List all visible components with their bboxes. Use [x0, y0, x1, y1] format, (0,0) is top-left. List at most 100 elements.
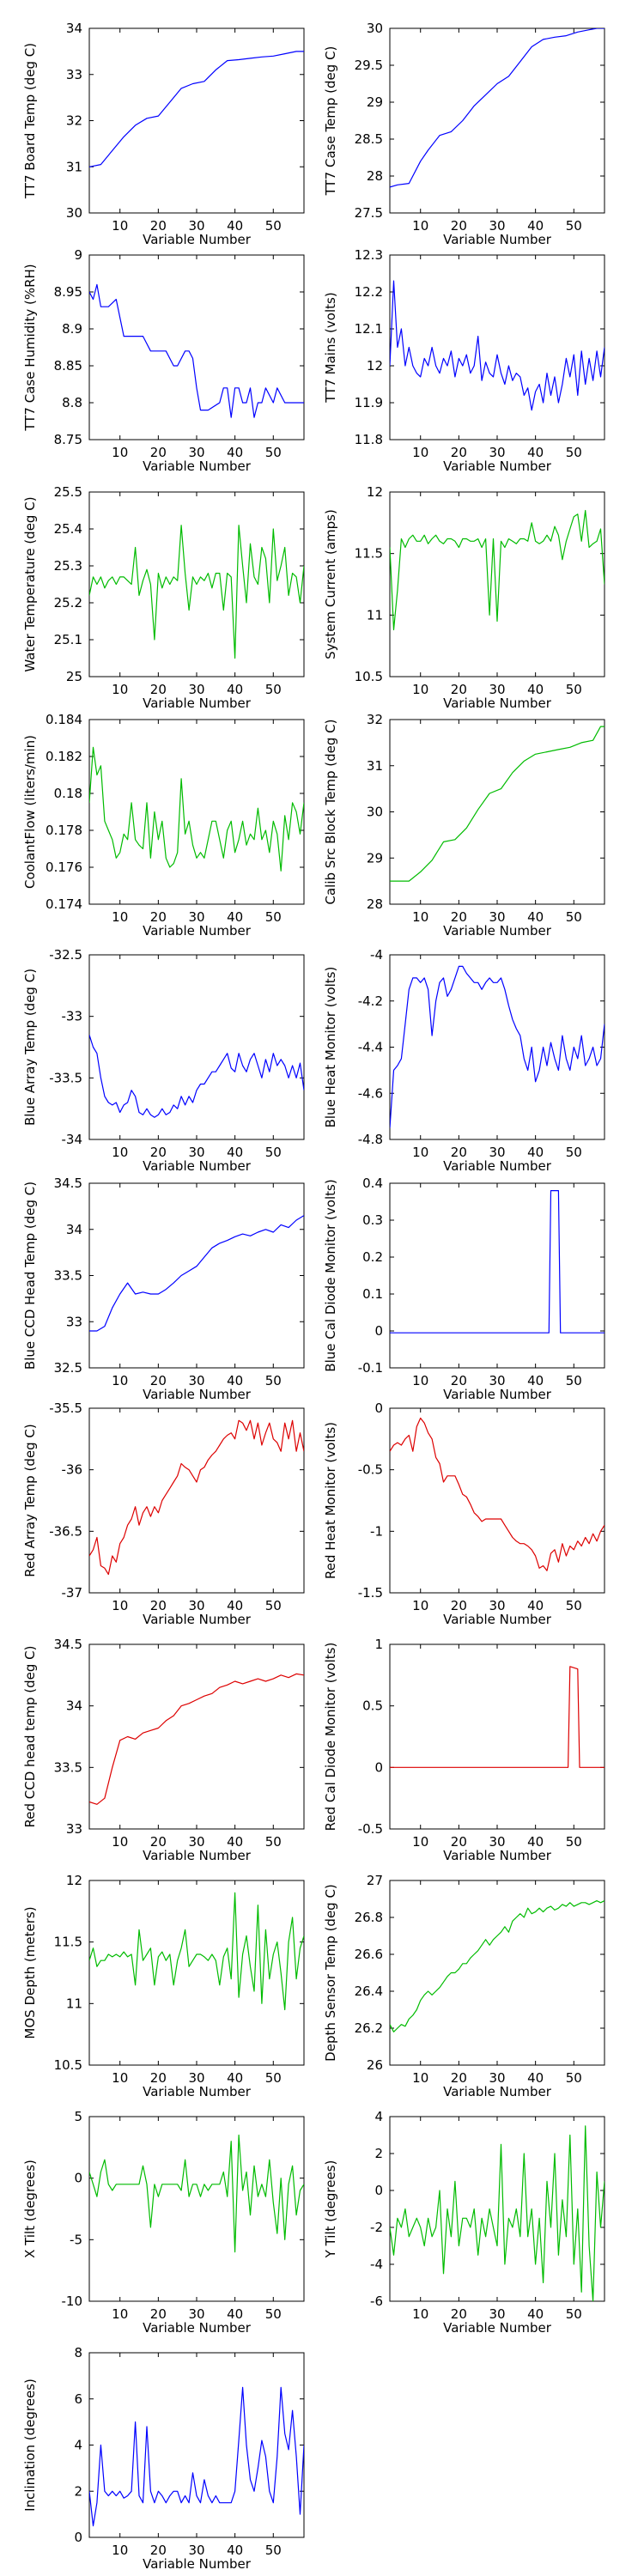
data-series-line — [89, 746, 304, 872]
y-tick-label: 0.184 — [46, 712, 82, 727]
y-tick-label: 28 — [367, 896, 383, 912]
data-series-line — [89, 525, 304, 659]
y-tick-label: 5 — [74, 2109, 82, 2124]
x-tick-label: 50 — [566, 218, 582, 234]
x-tick-label: 50 — [566, 445, 582, 460]
data-series-line — [390, 965, 605, 1128]
y-tick-label: 0.3 — [362, 1212, 383, 1228]
y-axis-label: Red Cal Diode Monitor (volts) — [323, 1643, 338, 1832]
y-tick-label: -10 — [62, 2293, 83, 2309]
x-tick-label: 40 — [527, 2306, 544, 2322]
x-tick-label: 50 — [566, 2306, 582, 2322]
y-axis-label: MOS Depth (meters) — [22, 1906, 38, 2038]
x-tick-label: 40 — [227, 2070, 243, 2086]
y-tick-label: 1 — [374, 1637, 383, 1652]
y-tick-label: 25 — [66, 669, 82, 684]
x-tick-label: 20 — [451, 2306, 467, 2322]
x-tick-label: 10 — [112, 1598, 128, 1613]
y-tick-label: 32.5 — [54, 1360, 82, 1376]
x-tick-label: 10 — [412, 1145, 428, 1160]
x-axis-label: Variable Number — [443, 696, 552, 711]
y-tick-label: 12 — [367, 484, 383, 500]
plot-frame — [88, 954, 305, 1140]
x-tick-label: 20 — [150, 682, 167, 697]
data-series-line — [89, 2386, 304, 2527]
x-tick-label: 20 — [150, 1598, 167, 1613]
chart-panel-13: 10 20 30 40 50 -37 -36.5 -36 -35.5 Variable Numbe… — [22, 1400, 305, 1627]
x-tick-label: 20 — [451, 2070, 467, 2086]
x-tick-label: 10 — [112, 1373, 128, 1388]
y-tick-label: -36 — [62, 1462, 83, 1478]
plot-frame — [88, 2352, 305, 2538]
x-tick-label: 30 — [489, 1834, 505, 1850]
x-tick-label: 10 — [112, 2070, 128, 2086]
y-tick-label: -33 — [62, 1009, 83, 1024]
data-series-line — [390, 280, 605, 411]
x-tick-label: 30 — [188, 682, 204, 697]
plot-frame — [389, 27, 605, 214]
y-tick-label: 28 — [367, 168, 383, 184]
y-tick-label: -36.5 — [49, 1523, 82, 1539]
y-tick-label: 0.176 — [46, 860, 82, 875]
x-tick-label: 10 — [112, 218, 128, 234]
data-series-line — [390, 1900, 605, 2032]
x-tick-label: 50 — [566, 2070, 582, 2086]
x-tick-label: 40 — [227, 2543, 243, 2558]
x-axis-label: Variable Number — [143, 2320, 252, 2336]
x-tick-label: 30 — [188, 909, 204, 925]
chart-panel-9: 10 20 30 40 50 -34 -33.5 -33 -32.5 Variable Numbe… — [22, 947, 305, 1174]
plot-frame — [389, 1182, 605, 1369]
x-axis-label: Variable Number — [443, 1158, 552, 1174]
x-tick-label: 20 — [150, 2543, 167, 2558]
plot-frame — [389, 1643, 605, 1830]
x-tick-label: 40 — [227, 1834, 243, 1850]
y-tick-label: 8.8 — [62, 395, 82, 410]
x-axis-label: Variable Number — [143, 1387, 252, 1402]
x-tick-label: 20 — [150, 1145, 167, 1160]
y-tick-label: 12 — [66, 1873, 82, 1888]
y-tick-label: 6 — [74, 2391, 82, 2407]
x-tick-label: 30 — [188, 445, 204, 460]
x-tick-label: 20 — [451, 1373, 467, 1388]
x-tick-label: 10 — [412, 682, 428, 697]
y-tick-label: 0 — [374, 1400, 383, 1416]
x-tick-label: 40 — [527, 1145, 544, 1160]
x-tick-label: 10 — [112, 909, 128, 925]
y-tick-label: 29.5 — [355, 58, 383, 73]
y-tick-label: -1.5 — [358, 1585, 383, 1601]
y-tick-label: 8.85 — [54, 358, 82, 374]
x-axis-label: Variable Number — [143, 1158, 252, 1174]
x-tick-label: 40 — [527, 1373, 544, 1388]
plot-frame — [389, 491, 605, 677]
y-axis-label: Inclination (degrees) — [22, 2379, 38, 2512]
y-tick-label: 26.4 — [355, 1984, 383, 1999]
x-tick-label: 10 — [112, 682, 128, 697]
x-tick-label: 40 — [227, 218, 243, 234]
y-tick-label: 25.2 — [54, 595, 82, 611]
y-axis-label: Blue Cal Diode Monitor (volts) — [323, 1179, 338, 1371]
y-tick-label: 0.2 — [362, 1249, 383, 1265]
x-axis-label: Variable Number — [443, 2084, 552, 2099]
x-tick-label: 20 — [150, 2070, 167, 2086]
x-tick-label: 40 — [527, 682, 544, 697]
y-tick-label: 8 — [74, 2345, 82, 2360]
x-axis-label: Variable Number — [143, 2084, 252, 2099]
x-axis-label: Variable Number — [143, 923, 252, 939]
x-axis-label: Variable Number — [443, 459, 552, 474]
y-tick-label: 27 — [367, 1873, 383, 1888]
x-tick-label: 10 — [412, 909, 428, 925]
y-tick-label: 26.2 — [355, 2020, 383, 2036]
x-tick-label: 50 — [265, 909, 282, 925]
y-tick-label: -34 — [62, 1132, 83, 1147]
x-tick-label: 10 — [412, 1834, 428, 1850]
data-series-line — [89, 1419, 304, 1576]
y-tick-label: 11 — [367, 607, 383, 623]
data-series-line — [89, 1035, 304, 1118]
plot-frame — [389, 1880, 605, 2066]
x-tick-label: 20 — [451, 682, 467, 697]
data-series-line — [390, 726, 605, 882]
x-tick-label: 40 — [227, 445, 243, 460]
y-tick-label: 8.95 — [54, 284, 82, 300]
y-tick-label: 25.1 — [54, 632, 82, 647]
